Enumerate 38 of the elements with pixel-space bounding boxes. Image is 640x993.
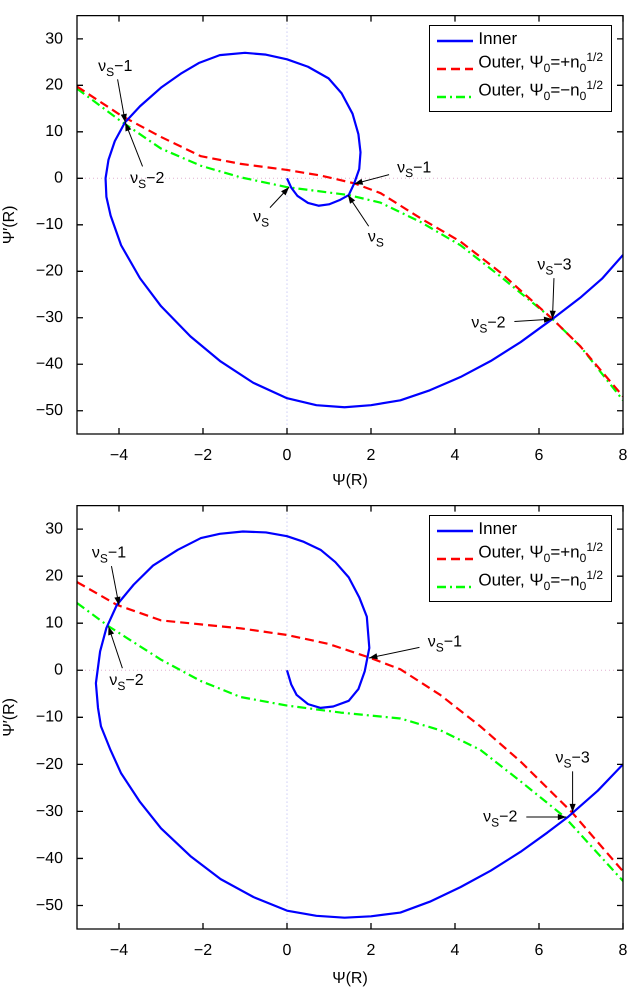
x-tick-label: 0 [282,447,292,464]
x-tick-label: 2 [366,447,376,464]
x-tick-label: 2 [366,942,376,960]
x-tick-label: 8 [618,942,628,960]
x-tick-label: 8 [618,447,628,464]
x-tick-label: −4 [110,447,128,464]
legend-label: Inner [478,518,518,538]
x-tick-label: 6 [534,447,544,464]
y-tick-label: 20 [45,76,64,94]
y-tick-label: 20 [45,568,64,585]
y-axis-title: Ψ′(R) [1,206,18,244]
legend-label: Inner [478,28,518,48]
x-tick-label: −2 [194,942,212,960]
y-tick-label: 0 [54,170,64,187]
x-tick-label: −4 [110,942,128,960]
y-tick-label: −40 [36,850,64,867]
y-tick-label: 30 [45,520,64,538]
x-tick-label: 4 [450,942,460,960]
x-tick-label: 0 [282,942,292,960]
y-tick-label: −40 [36,356,64,373]
x-axis-title: Ψ(R) [332,970,368,987]
x-tick-label: 4 [450,447,460,464]
y-tick-label: −20 [36,262,64,280]
y-tick-label: −10 [36,216,64,234]
y-axis-title: Ψ′(R) [1,698,18,737]
y-tick-label: −50 [36,896,64,914]
x-tick-label: 6 [534,942,544,960]
y-tick-label: −10 [36,708,64,726]
y-tick-label: 10 [45,123,64,140]
y-tick-label: −50 [36,402,64,420]
x-tick-label: −2 [194,447,212,464]
y-tick-label: −30 [36,309,64,326]
y-tick-label: −20 [36,756,64,773]
x-axis-title: Ψ(R) [332,472,368,489]
y-tick-label: −30 [36,802,64,820]
y-tick-label: 0 [54,662,64,679]
y-tick-label: 30 [45,30,64,48]
y-tick-label: 10 [45,614,64,632]
